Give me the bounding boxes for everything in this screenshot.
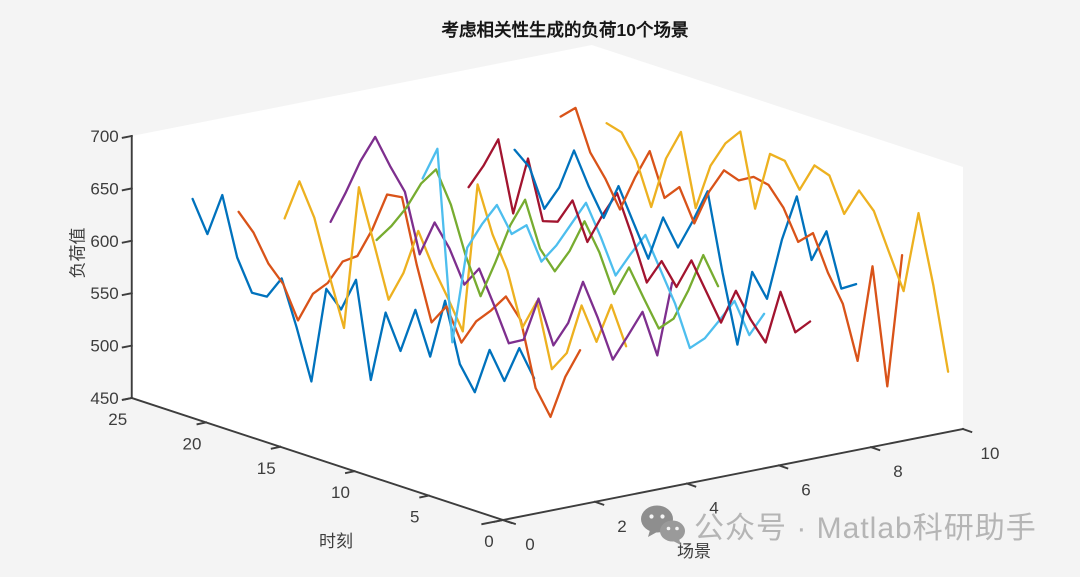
y-tick — [869, 445, 881, 452]
z-tick — [121, 396, 133, 401]
y-axis-line — [481, 427, 965, 526]
x-axis-line — [130, 396, 517, 526]
y-tick — [593, 500, 605, 506]
x-tick-label: 15 — [257, 459, 276, 478]
x-tick — [419, 494, 430, 499]
y-tick — [777, 464, 789, 470]
y-tick-label: 8 — [893, 462, 902, 481]
series-line-2 — [237, 193, 582, 419]
x-tick-label: 0 — [484, 532, 493, 551]
z-tick-label: 700 — [90, 127, 118, 146]
z-tick — [121, 239, 133, 244]
y-tick-label: 0 — [525, 535, 534, 554]
z-tick-label: 500 — [90, 337, 118, 356]
series-line-7 — [467, 138, 812, 344]
series-line-10 — [605, 122, 950, 373]
z-axis-label: 负荷值 — [68, 227, 88, 279]
z-tick-label: 600 — [90, 232, 118, 251]
y-tick-label: 6 — [801, 480, 810, 499]
z-tick — [121, 187, 133, 192]
x-tick-label: 10 — [331, 483, 350, 502]
series-line-9 — [559, 106, 904, 388]
chart-title: 考虑相关性生成的负荷10个场景 — [441, 20, 689, 40]
z-tick — [121, 344, 133, 349]
x-tick — [270, 445, 282, 450]
y-tick-label: 4 — [709, 499, 718, 518]
y-tick — [685, 482, 697, 488]
z-tick-label: 650 — [90, 179, 118, 198]
z-tick — [121, 292, 133, 297]
y-tick — [501, 518, 513, 525]
x-tick-label: 25 — [108, 410, 127, 429]
y-axis-label: 场景 — [677, 542, 711, 561]
axes-background — [131, 45, 963, 520]
series-line-1 — [191, 193, 536, 394]
y-tick-label: 10 — [981, 444, 1000, 463]
series-line-4 — [329, 135, 674, 361]
series-line-8 — [513, 148, 858, 346]
y-tick — [961, 427, 973, 434]
x-tick-label: 5 — [410, 508, 419, 527]
z-tick-label: 550 — [90, 284, 118, 303]
x-tick — [344, 470, 356, 475]
series-line-5 — [375, 168, 720, 330]
series-line-6 — [421, 147, 766, 350]
x-tick — [196, 421, 208, 426]
y-tick-label: 2 — [617, 517, 626, 536]
z-tick — [121, 134, 133, 139]
z-tick-label: 450 — [90, 389, 118, 408]
x-axis-label: 时刻 — [319, 532, 353, 551]
series-line-3 — [283, 180, 628, 371]
x-tick — [493, 518, 505, 523]
x-tick-label: 20 — [183, 434, 202, 453]
